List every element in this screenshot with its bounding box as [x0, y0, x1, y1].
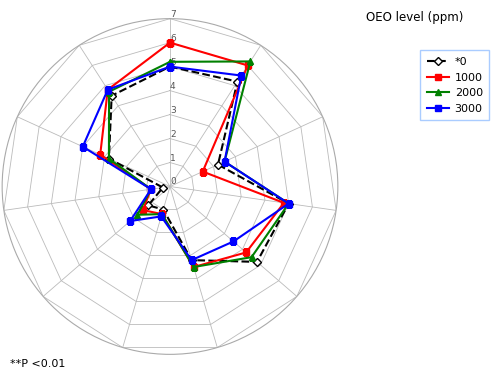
Text: **P <0.01: **P <0.01 — [10, 359, 66, 369]
Legend: *0, 1000, 2000, 3000: *0, 1000, 2000, 3000 — [420, 50, 490, 120]
Text: OEO level (ppm): OEO level (ppm) — [366, 11, 464, 24]
